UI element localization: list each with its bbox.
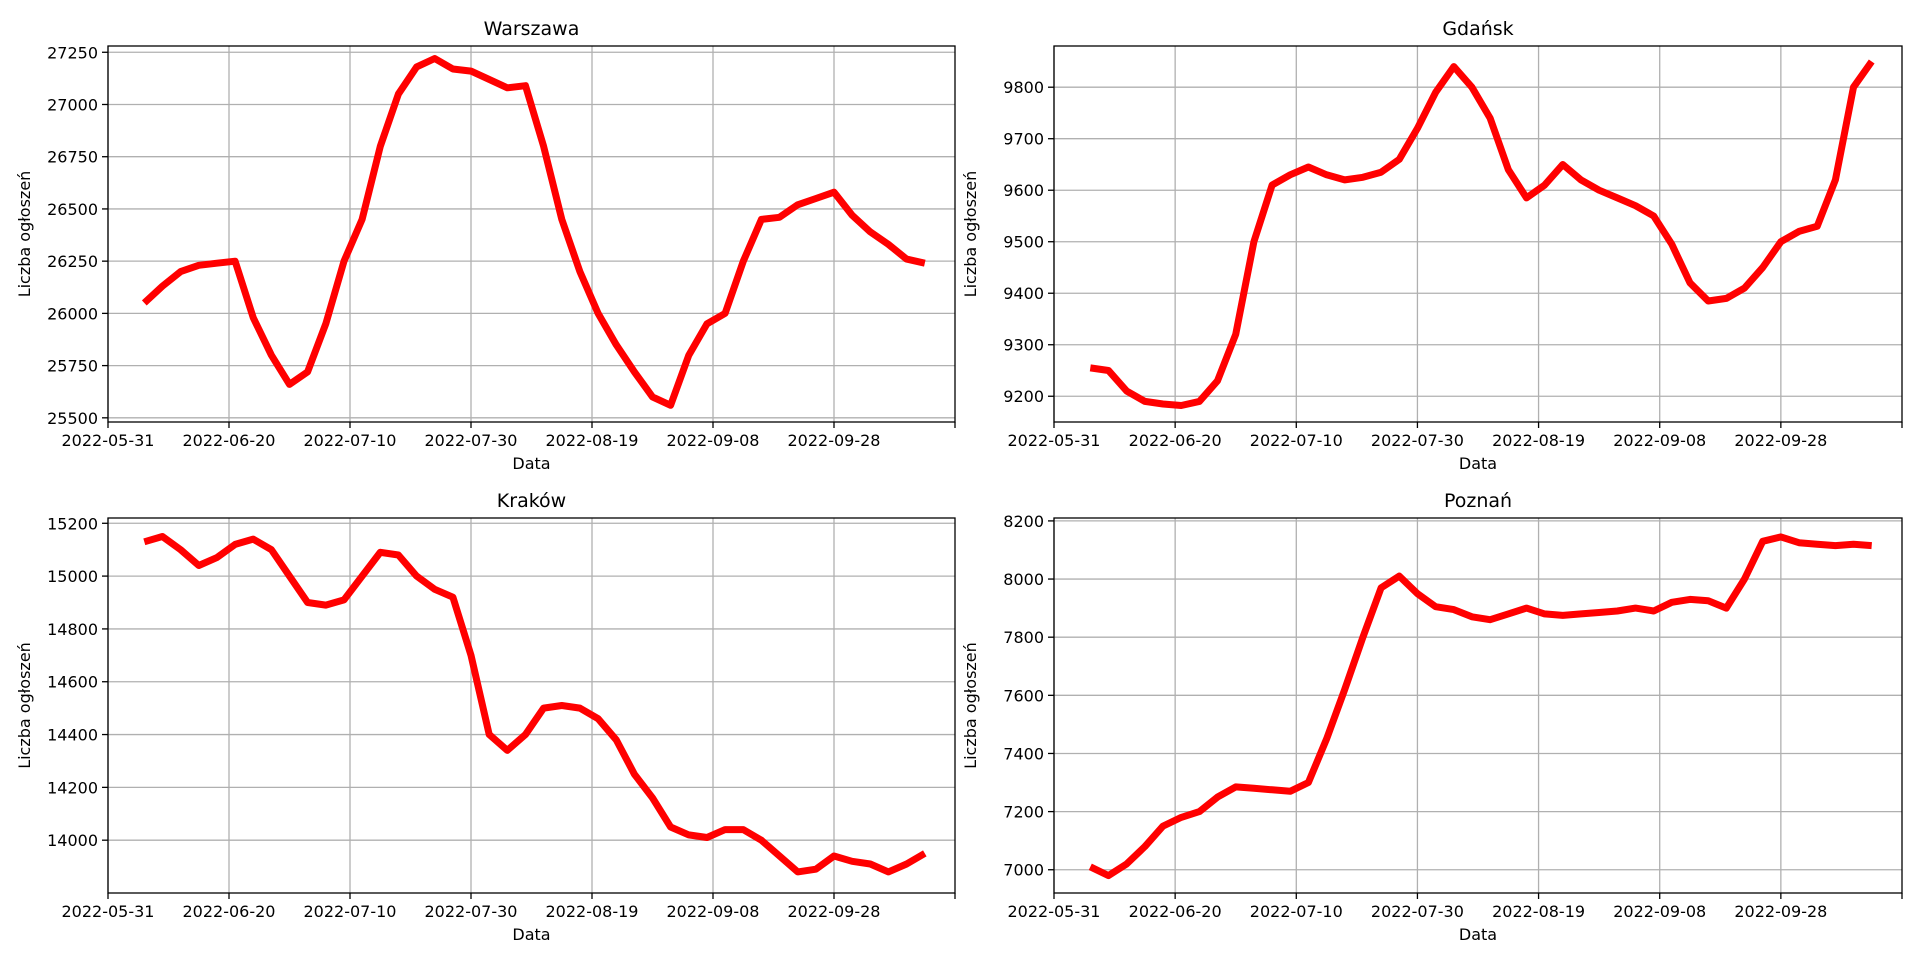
x-tick-label: 2022-06-20 <box>1129 431 1222 450</box>
series-line <box>141 55 926 409</box>
x-tick-label: 2022-05-31 <box>62 431 155 450</box>
x-tick-label: 2022-08-19 <box>546 902 639 921</box>
y-tick-label: 15000 <box>47 567 98 586</box>
x-tick-label: 2022-09-28 <box>788 902 881 921</box>
x-axis-label: Data <box>512 925 550 944</box>
y-tick-label: 26250 <box>47 252 98 271</box>
x-tick-label: 2022-05-31 <box>1008 902 1101 921</box>
axes-frame <box>107 45 956 423</box>
chart-title: Kraków <box>497 490 566 512</box>
x-tick-label: 2022-07-30 <box>1371 902 1464 921</box>
series-line <box>1088 533 1872 880</box>
y-axis-label: Liczba ogłoszeń <box>961 171 980 298</box>
y-tick-label: 14200 <box>47 778 98 797</box>
axes-frame <box>1053 517 1903 894</box>
y-tick-label: 25500 <box>47 409 98 428</box>
x-tick-label: 2022-07-10 <box>304 431 397 450</box>
axes-frame <box>107 517 956 894</box>
y-tick-label: 26000 <box>47 304 98 323</box>
axes-frame <box>1053 45 1903 423</box>
x-axis-label: Data <box>1459 454 1497 473</box>
subplot-1: 2022-05-31 2022-06-20 2022-07-10 2022-07-30… <box>15 18 956 473</box>
x-tick-label: 2022-09-08 <box>667 431 760 450</box>
y-tick-label: 8200 <box>1003 512 1044 531</box>
x-tick-label: 2022-09-08 <box>667 902 760 921</box>
x-tick-label: 2022-07-10 <box>1250 431 1343 450</box>
x-tick-label: 2022-07-10 <box>1250 902 1343 921</box>
x-axis-label: Data <box>512 454 550 473</box>
y-tick-label: 9300 <box>1003 336 1044 355</box>
x-tick-label: 2022-05-31 <box>62 902 155 921</box>
subplot-2: 2022-05-31 2022-06-20 2022-07-10 2022-07-30… <box>961 18 1903 473</box>
y-tick-label: 9200 <box>1003 387 1044 406</box>
y-axis-label: Liczba ogłoszeń <box>15 642 34 769</box>
series-line <box>143 533 927 876</box>
x-tick-label: 2022-06-20 <box>1129 902 1222 921</box>
x-tick-label: 2022-09-28 <box>1734 431 1827 450</box>
y-tick-label: 14800 <box>47 620 98 639</box>
x-tick-label: 2022-09-28 <box>1734 902 1827 921</box>
x-tick-label: 2022-05-31 <box>1008 431 1101 450</box>
x-axis-label: Data <box>1459 925 1497 944</box>
x-tick-label: 2022-08-19 <box>546 431 639 450</box>
y-tick-label: 14000 <box>47 831 98 850</box>
chart-title: Poznań <box>1444 490 1512 512</box>
y-tick-label: 9800 <box>1003 78 1044 97</box>
y-tick-label: 7600 <box>1003 686 1044 705</box>
y-tick-label: 7400 <box>1003 744 1044 763</box>
subplot-4: 2022-05-31 2022-06-20 2022-07-10 2022-07-30… <box>961 490 1903 944</box>
x-tick-label: 2022-09-08 <box>1613 431 1706 450</box>
y-tick-label: 9500 <box>1003 233 1044 252</box>
y-tick-label: 7200 <box>1003 803 1044 822</box>
series-line <box>1089 59 1875 409</box>
x-tick-label: 2022-07-30 <box>425 431 518 450</box>
x-tick-label: 2022-08-19 <box>1492 431 1585 450</box>
y-tick-label: 14400 <box>47 726 98 745</box>
x-tick-label: 2022-09-08 <box>1613 902 1706 921</box>
y-tick-label: 7800 <box>1003 628 1044 647</box>
y-tick-label: 7000 <box>1003 861 1044 880</box>
x-tick-label: 2022-06-20 <box>183 902 276 921</box>
y-tick-label: 26500 <box>47 200 98 219</box>
chart-title: Gdańsk <box>1442 18 1513 40</box>
y-axis-label: Liczba ogłoszeń <box>15 171 34 298</box>
x-tick-label: 2022-06-20 <box>183 431 276 450</box>
x-tick-label: 2022-09-28 <box>788 431 881 450</box>
y-tick-label: 9400 <box>1003 284 1044 303</box>
x-tick-label: 2022-07-30 <box>425 902 518 921</box>
y-tick-label: 15200 <box>47 514 98 533</box>
y-tick-label: 9600 <box>1003 181 1044 200</box>
y-axis-label: Liczba ogłoszeń <box>961 642 980 769</box>
y-tick-label: 9700 <box>1003 130 1044 149</box>
subplot-3: 2022-05-31 2022-06-20 2022-07-10 2022-07-30… <box>15 490 956 944</box>
y-tick-label: 26750 <box>47 148 98 167</box>
x-tick-label: 2022-08-19 <box>1492 902 1585 921</box>
y-tick-label: 27250 <box>47 43 98 62</box>
y-tick-label: 25750 <box>47 357 98 376</box>
y-tick-label: 8000 <box>1003 570 1044 589</box>
x-tick-label: 2022-07-30 <box>1371 431 1464 450</box>
y-tick-label: 14600 <box>47 673 98 692</box>
y-tick-label: 27000 <box>47 95 98 114</box>
chart-title: Warszawa <box>484 18 580 40</box>
x-tick-label: 2022-07-10 <box>304 902 397 921</box>
